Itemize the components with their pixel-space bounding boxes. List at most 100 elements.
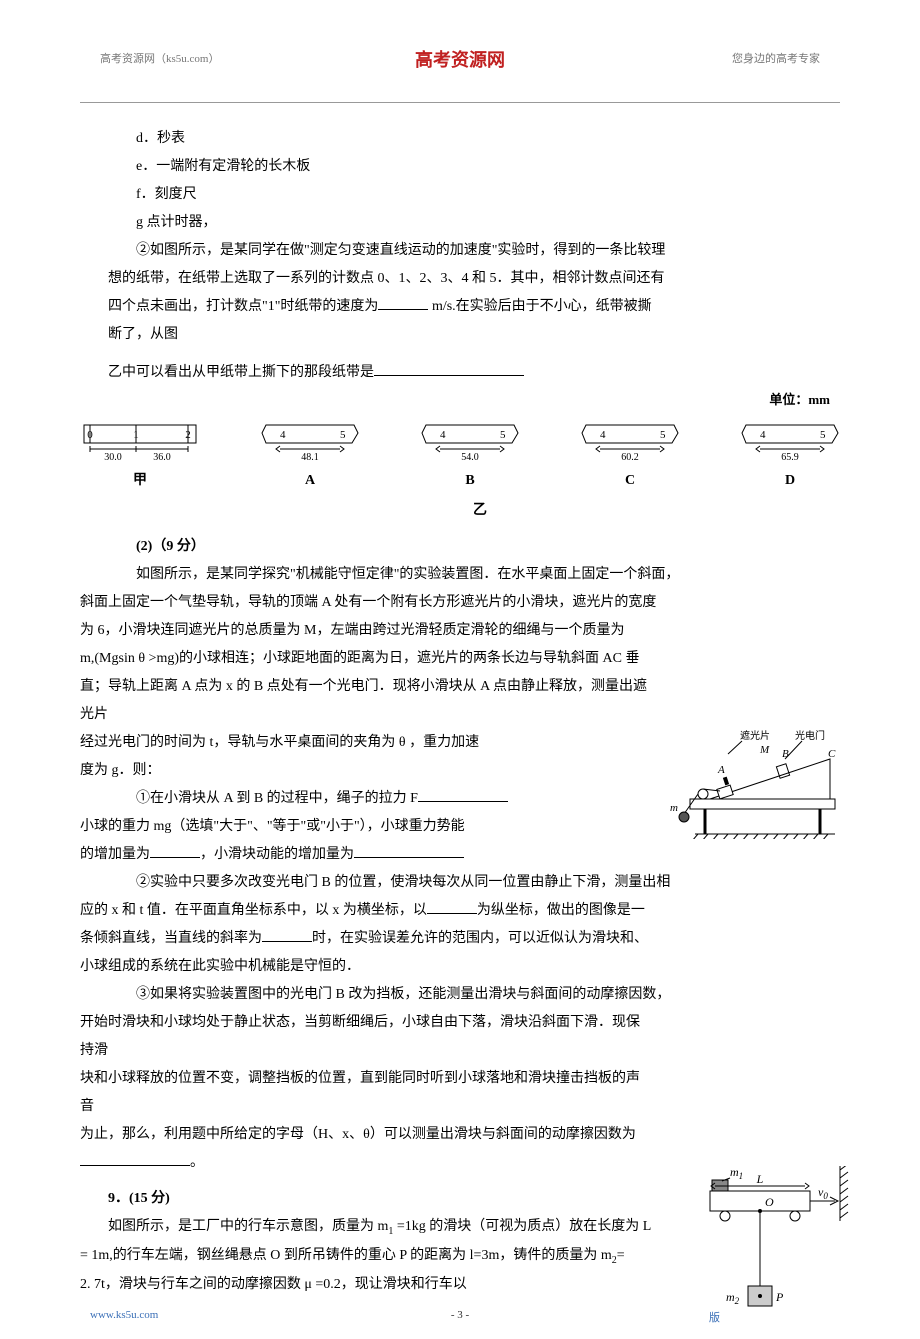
text: 乙中可以看出从甲纸带上撕下的那段纸带是 [108, 365, 374, 380]
text: = 1m,的行车左端，钢丝绳悬点 O 到所吊铸件的重心 P 的距离为 l=3m，… [80, 1248, 612, 1263]
svg-text:遮光片: 遮光片 [740, 729, 770, 742]
paragraph: 为 6，小滑块连同遮光片的总质量为 M，左端由跨过光滑轻质定滑轮的细绳与一个质量… [80, 617, 840, 645]
text: =1kg 的滑块（可视为质点）放在长度为 L [393, 1219, 651, 1234]
svg-text:光电门: 光电门 [795, 729, 825, 742]
tape-label: A [260, 467, 360, 495]
text: 为纵坐标，做出的图像是一 [477, 903, 645, 918]
svg-text:4: 4 [600, 429, 606, 441]
paragraph: 乙中可以看出从甲纸带上撕下的那段纸带是 [80, 359, 840, 387]
text: 四个点未画出，打计数点"1"时纸带的速度为 [108, 299, 378, 314]
list-item: f．刻度尺 [80, 181, 840, 209]
svg-text:65.9: 65.9 [781, 452, 799, 463]
svg-text:54.0: 54.0 [461, 452, 479, 463]
paragraph: ②如图所示，是某同学在做"测定匀变速直线运动的加速度"实验时，得到的一条比较理 [80, 237, 840, 265]
tape-label: C [580, 467, 680, 495]
list-item: g 点计时器， [80, 209, 840, 237]
fill-blank [374, 361, 524, 376]
page-header: 高考资源网（ks5u.com） 高考资源网 您身边的高考专家 [80, 50, 840, 80]
paragraph: 直；导轨上距离 A 点为 x 的 B 点处有一个光电门．现将小滑块从 A 点由静… [80, 673, 840, 701]
tape-yi-label: 乙 [80, 497, 840, 525]
paragraph: ②实验中只要多次改变光电门 B 的位置，使滑块每次从同一位置由静止下滑，测量出相 [80, 869, 840, 897]
tape-label: B [420, 467, 520, 495]
text: 。 [190, 1155, 204, 1170]
svg-text:60.2: 60.2 [621, 452, 639, 463]
footer-url: www.ks5u.com [90, 1309, 158, 1321]
svg-text:L: L [756, 1172, 764, 1186]
paragraph: 应的 x 和 t 值．在平面直角坐标系中，以 x 为横坐标，以 为纵坐标，做出的图… [80, 897, 840, 925]
fill-blank [262, 927, 312, 942]
tape-label: D [740, 467, 840, 495]
paragraph: 持滑 [80, 1037, 840, 1065]
svg-text:v0: v0 [818, 1185, 828, 1201]
svg-text:1: 1 [133, 429, 139, 441]
fill-blank [150, 843, 200, 858]
header-title: 高考资源网 [415, 46, 505, 72]
paragraph: m,(Mgsin θ >mg)的小球相连；小球距地面的距离为日，遮光片的两条长边… [80, 645, 840, 673]
paragraph: 断了，从图 [80, 321, 840, 349]
incline-diagram: 遮光片 光电门 [670, 729, 840, 850]
paragraph: 斜面上固定一个气垫导轨，导轨的顶端 A 处有一个附有长方形遮光片的小滑块，遮光片… [80, 589, 840, 617]
svg-text:36.0: 36.0 [153, 452, 171, 463]
svg-text:O: O [765, 1195, 774, 1209]
text: 条倾斜直线，当直线的斜率为 [80, 931, 262, 946]
text: = [617, 1248, 625, 1263]
header-tagline: 您身边的高考专家 [732, 50, 820, 66]
paragraph: 四个点未画出，打计数点"1"时纸带的速度为 m/s.在实验后由于不小心，纸带被撕 [80, 293, 840, 321]
tape-segment-a: 4 5 48.1 A [260, 423, 360, 495]
svg-text:m1: m1 [730, 1166, 743, 1181]
paragraph: 小球组成的系统在此实验中机械能是守恒的． [80, 953, 840, 981]
tape-diagram: 0 1 2 30.0 36.0 甲 4 5 [80, 423, 840, 495]
tape-unit: 单位：mm [80, 387, 840, 413]
cart-diagram: m1 L O [690, 1166, 860, 1321]
svg-text:m: m [670, 802, 678, 814]
page-number: - 3 - [451, 1309, 469, 1321]
paragraph: 开始时滑块和小球均处于静止状态，当剪断细绳后，小球自由下落，滑块沿斜面下滑．现保 [80, 1009, 840, 1037]
tape-segment-d: 4 5 65.9 D [740, 423, 840, 495]
section-title: (2)（9 分） [80, 533, 840, 561]
svg-text:48.1: 48.1 [301, 452, 319, 463]
text: ，小滑块动能的增加量为 [200, 847, 354, 862]
svg-text:0: 0 [87, 429, 93, 441]
text: ②实验中只要多次改变光电门 B 的位置，使滑块每次从同一位置由静止下滑，测量出相 [136, 875, 670, 890]
svg-text:B: B [782, 748, 789, 760]
text: 如图所示，是某同学探究"机械能守恒定律"的实验装置图．在水平桌面上固定一个斜面， [136, 567, 679, 582]
paragraph: 光片 [80, 701, 840, 729]
svg-text:5: 5 [660, 429, 666, 441]
paragraph: 想的纸带，在纸带上选取了一系列的计数点 0、1、2、3、4 和 5．其中，相邻计… [80, 265, 840, 293]
paragraph: 条倾斜直线，当直线的斜率为时，在实验误差允许的范围内，可以近似认为滑块和、 [80, 925, 840, 953]
text: ②如图所示，是某同学在做"测定匀变速直线运动的加速度"实验时，得到的一条比较理 [136, 243, 665, 258]
footer-right: 版 [709, 1309, 720, 1325]
page: 高考资源网（ks5u.com） 高考资源网 您身边的高考专家 d．秒表 e．一端… [0, 0, 920, 1339]
text: 的增加量为 [80, 847, 150, 862]
paragraph: 为止，那么，利用题中所给定的字母（H、x、θ）可以测量出滑块与斜面间的动摩擦因数… [80, 1121, 840, 1149]
svg-text:2: 2 [185, 429, 191, 441]
svg-text:4: 4 [760, 429, 766, 441]
paragraph: 如图所示，是某同学探究"机械能守恒定律"的实验装置图．在水平桌面上固定一个斜面， [80, 561, 840, 589]
svg-text:5: 5 [340, 429, 346, 441]
text: m/s.在实验后由于不小心，纸带被撕 [428, 299, 651, 314]
text: ③如果将实验装置图中的光电门 B 改为挡板，还能测量出滑块与斜面间的动摩擦因数， [136, 987, 670, 1002]
document-body: d．秒表 e．一端附有定滑轮的长木板 f．刻度尺 g 点计时器， ②如图所示，是… [80, 125, 840, 1299]
tape-segment-b: 4 5 54.0 B [420, 423, 520, 495]
text: 应的 x 和 t 值．在平面直角坐标系中，以 x 为横坐标，以 [80, 903, 427, 918]
text: 如图所示，是工厂中的行车示意图，质量为 m [108, 1219, 388, 1234]
tape-label: 甲 [80, 467, 200, 495]
fill-blank [418, 787, 508, 802]
svg-text:4: 4 [440, 429, 446, 441]
svg-text:4: 4 [280, 429, 286, 441]
fill-blank [378, 295, 428, 310]
list-item: d．秒表 [80, 125, 840, 153]
svg-text:30.0: 30.0 [104, 452, 122, 463]
fill-blank [80, 1151, 190, 1166]
list-item: e．一端附有定滑轮的长木板 [80, 153, 840, 181]
svg-text:A: A [717, 764, 725, 776]
svg-text:M: M [759, 744, 770, 756]
svg-text:P: P [775, 1290, 784, 1304]
svg-text:C: C [828, 748, 836, 760]
paragraph: 音 [80, 1093, 840, 1121]
svg-text:5: 5 [820, 429, 826, 441]
fill-blank [354, 843, 464, 858]
svg-text:m2: m2 [726, 1290, 740, 1306]
paragraph: ③如果将实验装置图中的光电门 B 改为挡板，还能测量出滑块与斜面间的动摩擦因数， [80, 981, 840, 1009]
text: ①在小滑块从 A 到 B 的过程中，绳子的拉力 F [136, 791, 418, 806]
